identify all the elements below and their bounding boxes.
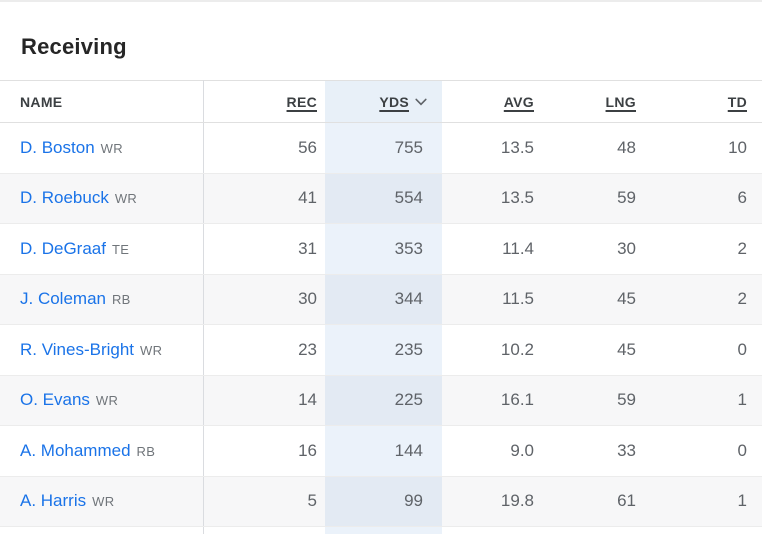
player-cell: D. DeGraaf TE [0,223,204,275]
column-header-rec: REC [203,80,325,123]
player-link[interactable]: J. Coleman [20,289,106,309]
cell-lng: 33 [535,425,637,477]
cell-avg: 13.5 [442,122,535,174]
player-link[interactable]: D. Boston [20,137,95,157]
sort-rec-link[interactable]: REC [286,93,317,110]
player-position-label: TE [111,241,130,257]
cell-yds: 235 [325,324,442,376]
cell-lng: 48 [535,122,637,174]
column-header-td: TD [637,80,762,123]
column-header-lng: LNG [535,80,637,123]
player-cell: O. Evans WR [0,375,204,426]
table-row: A. Harris WR 5 99 19.8 61 1 [0,476,762,527]
cell-avg: 10.2 [442,324,535,376]
player-position-label: WR [92,494,115,510]
cell-lng: 59 [535,173,637,224]
player-position-label: WR [100,140,123,156]
player-link[interactable]: A. Mohammed [20,440,131,460]
cell-td: 6 [637,173,762,224]
player-cell: D. Roebuck WR [0,173,204,224]
player-cell: J. Coleman RB [0,274,204,325]
table-header-row: NAME REC YDS AVG LNG TD [0,80,762,123]
table-row: J. Coleman RB 30 344 11.5 45 2 [0,274,762,325]
cell-avg [442,527,535,534]
player-position-label: WR [95,393,119,409]
player-cell: R. Vines-Bright WR [0,324,204,376]
table-row [0,526,762,534]
cell-avg: 11.5 [442,274,535,325]
player-position-label: WR [114,191,138,207]
cell-lng: 45 [535,324,637,376]
cell-lng: 30 [535,223,637,275]
player-cell: A. Harris WR [0,476,204,527]
cell-avg: 13.5 [442,173,535,224]
table-row: D. Boston WR 56 755 13.5 48 10 [0,122,762,174]
cell-td: 0 [637,324,762,376]
player-cell: A. Mohammed RB [0,425,204,477]
cell-yds [325,526,442,534]
cell-yds: 344 [325,274,442,325]
player-link[interactable]: A. Harris [20,491,87,511]
cell-rec: 56 [203,122,325,174]
player-cell [0,526,204,534]
table-row: O. Evans WR 14 225 16.1 59 1 [0,375,762,426]
cell-rec: 16 [203,425,325,477]
table-row: D. Roebuck WR 41 554 13.5 59 6 [0,173,762,224]
cell-lng: 61 [535,476,637,527]
player-position-label: RB [136,443,156,459]
column-header-avg: AVG [442,80,535,123]
cell-avg: 16.1 [442,375,535,426]
cell-yds: 144 [325,425,442,477]
cell-td: 0 [637,425,762,477]
cell-yds: 755 [325,122,442,174]
column-header-name-label: NAME [20,93,63,110]
cell-yds: 225 [325,375,442,426]
cell-lng: 45 [535,274,637,325]
player-position-label: RB [111,292,131,308]
cell-td: 1 [637,375,762,426]
player-position-label: WR [140,342,163,358]
cell-lng: 59 [535,375,637,426]
player-link[interactable]: R. Vines-Bright [20,339,135,359]
cell-yds: 554 [325,173,442,224]
table-body: D. Boston WR 56 755 13.5 48 10 D. Roebuck… [0,122,762,534]
cell-yds: 99 [325,476,442,527]
chevron-down-icon [415,93,427,109]
cell-avg: 19.8 [442,476,535,527]
player-cell: D. Boston WR [0,122,204,174]
section-title: Receiving [21,34,127,59]
cell-rec: 23 [203,324,325,376]
sort-avg-link[interactable]: AVG [503,93,534,110]
table-row: D. DeGraaf TE 31 353 11.4 30 2 [0,223,762,275]
cell-td [637,527,762,534]
cell-avg: 11.4 [442,223,535,275]
player-link[interactable]: D. Roebuck [20,188,109,208]
cell-lng [535,527,637,534]
cell-rec: 14 [203,375,325,426]
cell-rec: 5 [203,476,325,527]
sort-td-link[interactable]: TD [727,93,747,110]
cell-td: 2 [637,274,762,325]
section-header: Receiving [0,2,762,80]
column-header-name: NAME [0,80,204,123]
player-link[interactable]: D. DeGraaf [20,238,106,258]
cell-td: 10 [637,122,762,174]
table-row: A. Mohammed RB 16 144 9.0 33 0 [0,425,762,477]
cell-td: 2 [637,223,762,275]
cell-yds: 353 [325,223,442,275]
cell-rec [203,527,325,534]
receiving-stats-table: NAME REC YDS AVG LNG TD [0,80,762,534]
player-link[interactable]: O. Evans [20,390,90,410]
cell-avg: 9.0 [442,425,535,477]
sort-lng-link[interactable]: LNG [605,93,636,110]
cell-rec: 30 [203,274,325,325]
sort-yds-link[interactable]: YDS [379,94,409,110]
cell-rec: 41 [203,173,325,224]
table-row: R. Vines-Bright WR 23 235 10.2 45 0 [0,324,762,376]
cell-td: 1 [637,476,762,527]
column-header-yds-sorted: YDS [325,80,442,123]
table-header: NAME REC YDS AVG LNG TD [0,80,762,123]
cell-rec: 31 [203,223,325,275]
